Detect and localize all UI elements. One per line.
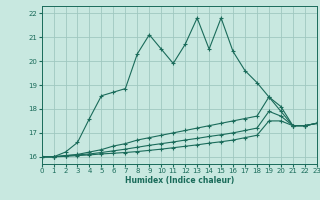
X-axis label: Humidex (Indice chaleur): Humidex (Indice chaleur) (124, 176, 234, 185)
